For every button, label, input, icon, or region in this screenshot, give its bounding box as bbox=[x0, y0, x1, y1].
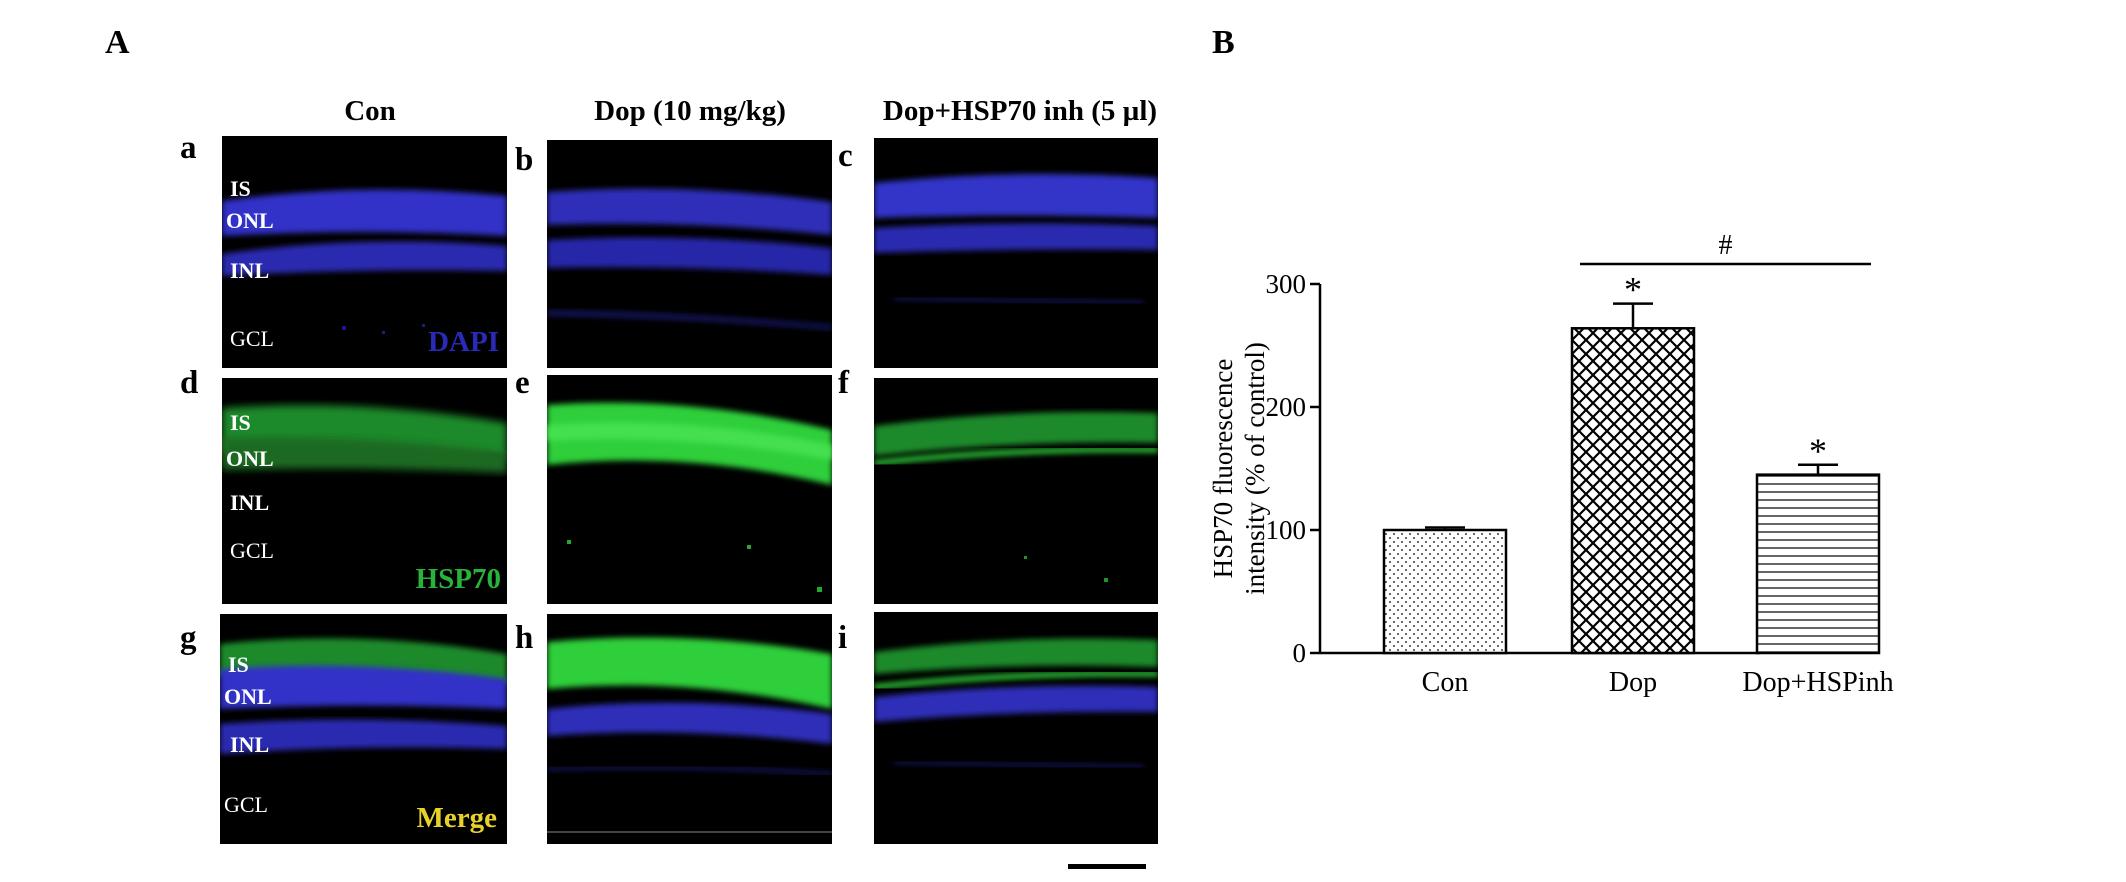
subpanel-letter-c: c bbox=[838, 138, 853, 174]
subpanel-letter-f: f bbox=[838, 365, 849, 401]
micrograph-f-image bbox=[874, 411, 1158, 582]
micrograph-a-dapi-con: IS ONL INL GCL DAPI bbox=[222, 136, 507, 368]
micrograph-e-hsp70-dop bbox=[547, 375, 832, 604]
bar-chart: 0 100 200 300 HSP70 fluorescence intensity (%… bbox=[1180, 200, 1940, 720]
subpanel-letter-e: e bbox=[515, 365, 530, 401]
layer-label-is: IS bbox=[228, 652, 249, 677]
subpanel-letter-g: g bbox=[180, 620, 197, 656]
stain-label-dapi: DAPI bbox=[428, 326, 499, 358]
micrograph-d-image bbox=[222, 405, 507, 473]
x-tick-label-0: Con bbox=[1422, 667, 1469, 698]
x-tick-label-2: Dop+HSPinh bbox=[1742, 667, 1893, 698]
layer-label-is: IS bbox=[230, 176, 251, 201]
layer-label-inl: INL bbox=[230, 732, 270, 757]
comparison-label: # bbox=[1719, 230, 1733, 261]
subpanel-letter-d: d bbox=[180, 365, 199, 401]
micrograph-d-hsp70-con: IS ONL INL GCL HSP70 bbox=[222, 378, 507, 604]
y-tick-label-3: 300 bbox=[1266, 269, 1307, 299]
panel-b-label: B bbox=[1212, 24, 1235, 61]
layer-label-inl: INL bbox=[230, 490, 270, 515]
micrograph-i-image bbox=[874, 638, 1158, 769]
layer-label-gcl: GCL bbox=[230, 538, 274, 563]
scale-bar bbox=[1068, 864, 1146, 869]
micrograph-b-image bbox=[547, 188, 832, 330]
bar-con bbox=[1382, 528, 1508, 655]
micrograph-f-hsp70-dop-hsp70-inh bbox=[874, 378, 1158, 604]
column-title-dop: Dop (10 mg/kg) bbox=[594, 95, 786, 127]
micrograph-g-merge-con: IS ONL INL GCL Merge bbox=[220, 614, 507, 844]
subpanel-letter-a: a bbox=[180, 130, 197, 166]
layer-label-gcl: GCL bbox=[230, 326, 274, 351]
column-title-dop-hsp70-inh: Dop+HSP70 inh (5 µl) bbox=[882, 95, 1158, 127]
y-axis-label-line-0: HSP70 fluorescence bbox=[1208, 359, 1238, 579]
y-axis-label-line-1: intensity (% of control) bbox=[1240, 342, 1270, 595]
layer-label-inl: INL bbox=[230, 258, 270, 283]
stain-label-hsp70: HSP70 bbox=[415, 563, 501, 595]
y-tick-label-0: 0 bbox=[1293, 638, 1307, 668]
bar-chart-svg: 0 100 200 300 HSP70 fluorescence intensity (%… bbox=[1208, 230, 1894, 698]
y-tick-label-2: 200 bbox=[1266, 392, 1307, 422]
micrograph-h-image bbox=[547, 637, 832, 833]
layer-label-is: IS bbox=[230, 410, 251, 435]
x-tick-label-1: Dop bbox=[1609, 667, 1657, 698]
bar-dop bbox=[1570, 327, 1696, 655]
layer-label-onl: ONL bbox=[226, 446, 274, 471]
column-title-con: Con bbox=[344, 95, 396, 127]
y-tick-label-1: 100 bbox=[1266, 515, 1307, 545]
significance-star-1: * bbox=[1624, 270, 1642, 310]
micrograph-i-merge-dop-hsp70-inh bbox=[874, 612, 1158, 844]
subpanel-letter-i: i bbox=[838, 620, 848, 656]
bar-dop-hspinh bbox=[1755, 473, 1881, 655]
layer-label-onl: ONL bbox=[224, 684, 272, 709]
micrograph-h-merge-dop bbox=[547, 614, 832, 844]
micrograph-b-dapi-dop bbox=[547, 140, 832, 368]
micrograph-a-image bbox=[222, 189, 507, 334]
layer-label-onl: ONL bbox=[226, 208, 274, 233]
significance-star-2: * bbox=[1809, 431, 1827, 471]
micrograph-c-dapi-dop-hsp70-inh bbox=[874, 138, 1158, 368]
layer-label-gcl: GCL bbox=[224, 792, 268, 817]
micrograph-e-image bbox=[547, 402, 832, 592]
subpanel-letter-b: b bbox=[515, 142, 534, 178]
micrograph-g-image bbox=[220, 638, 507, 754]
micrograph-c-image bbox=[874, 174, 1158, 305]
panel-a-label: A bbox=[105, 24, 130, 61]
stain-label-merge: Merge bbox=[416, 802, 498, 834]
subpanel-letter-h: h bbox=[515, 620, 534, 656]
